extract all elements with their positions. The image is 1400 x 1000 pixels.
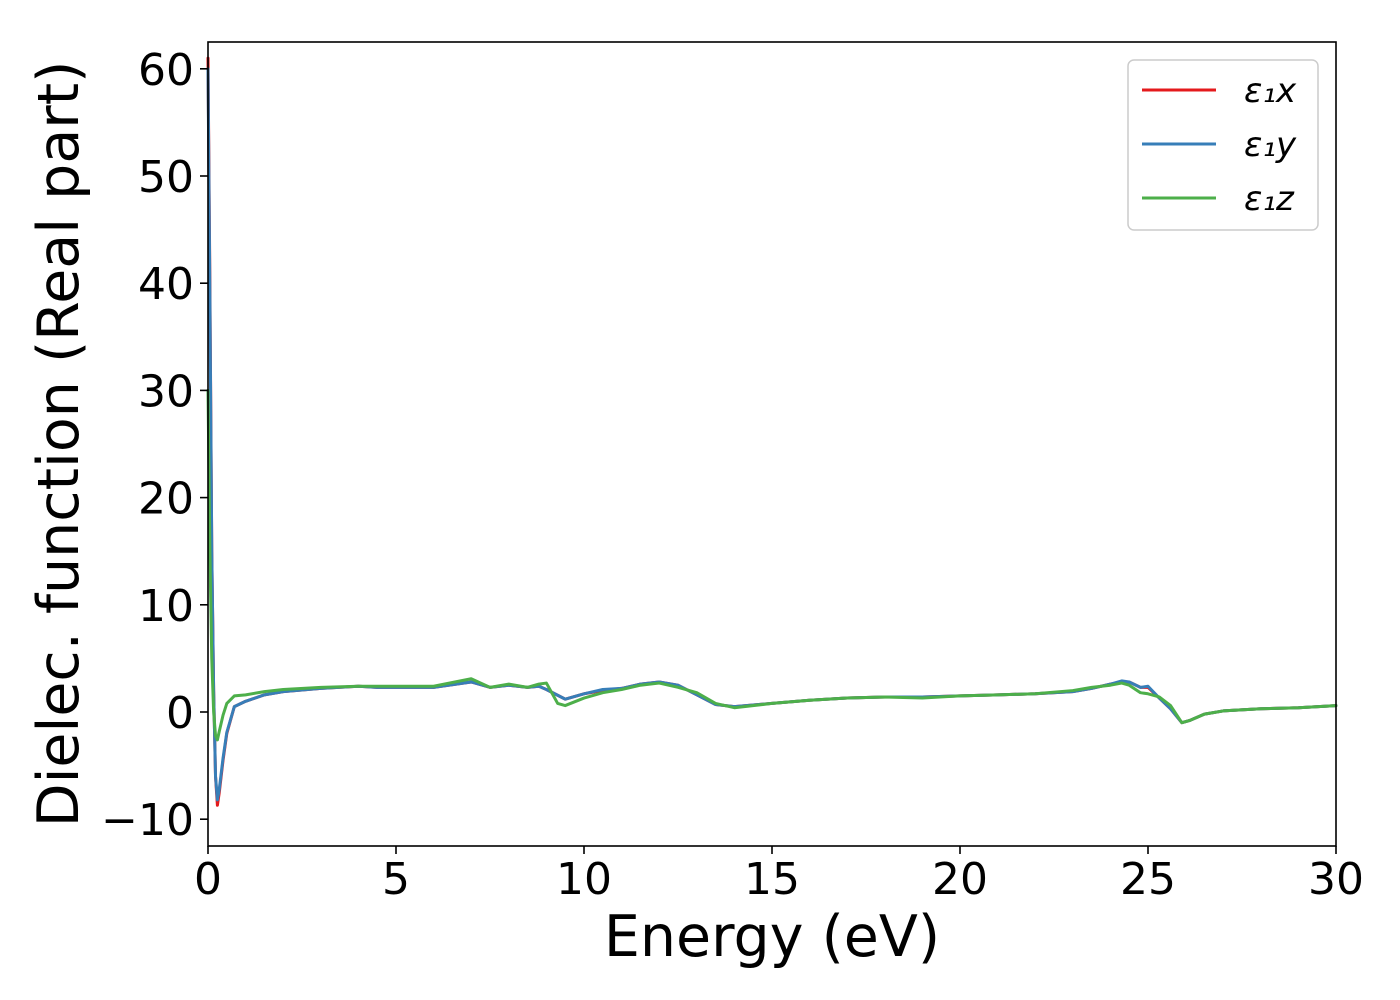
y-tick-label: 0 (166, 688, 194, 739)
y-tick-label: 50 (138, 152, 194, 203)
y-tick-label: 30 (138, 366, 194, 417)
x-axis-label: Energy (eV) (604, 904, 940, 970)
x-tick-label: 10 (556, 854, 612, 905)
x-tick-label: 0 (194, 854, 222, 905)
x-axis: 0 5 10 15 20 25 30 (194, 846, 1364, 905)
legend-label-3: ε₁z (1244, 179, 1295, 219)
y-axis: −10 0 10 20 30 40 50 60 (101, 45, 208, 846)
y-axis-label: Dielec. function (Real part) (26, 61, 92, 828)
x-tick-label: 15 (744, 854, 800, 905)
legend: ε₁x ε₁y ε₁z (1127, 59, 1319, 231)
series-layer (206, 56, 1338, 807)
x-tick-label: 25 (1120, 854, 1176, 905)
y-tick-label: 60 (138, 45, 194, 96)
legend-box (1127, 59, 1319, 231)
y-tick-label: 20 (138, 474, 194, 525)
series-line-3 (206, 388, 1338, 742)
legend-label-1: ε₁x (1244, 71, 1297, 111)
x-tick-label: 30 (1308, 854, 1364, 905)
x-tick-label: 5 (382, 854, 410, 905)
y-tick-label: 40 (138, 259, 194, 310)
y-tick-label: −10 (101, 795, 194, 846)
x-tick-label: 20 (932, 854, 988, 905)
legend-label-2: ε₁y (1244, 125, 1297, 165)
y-tick-label: 10 (138, 581, 194, 632)
